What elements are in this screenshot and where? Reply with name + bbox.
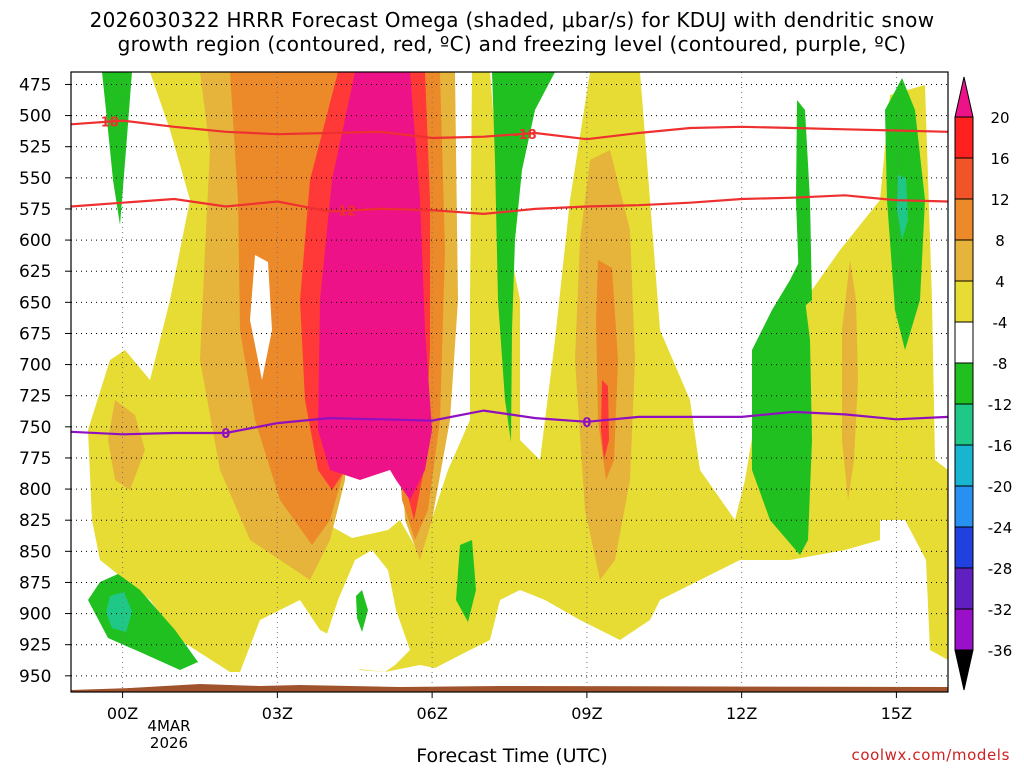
y-tick-label: 650 — [19, 293, 51, 313]
contour-label: -12 — [333, 205, 357, 220]
colorbar-top-arrow — [954, 76, 974, 118]
y-tick-label: 575 — [19, 200, 51, 220]
y-tick-label: 850 — [19, 542, 51, 562]
colorbar-swatch — [954, 403, 974, 446]
y-tick-label: 900 — [19, 605, 51, 625]
colorbar-label: -8 — [993, 355, 1008, 373]
omega-region-neg4 — [492, 72, 555, 442]
colorbar-label: -20 — [988, 478, 1013, 496]
contour-label: 0 — [221, 427, 230, 442]
title-line-1: 2026030322 HRRR Forecast Omega (shaded, … — [89, 8, 935, 32]
pressure-axis: 475 500 525 550 575 600 625 650 675 700 725 750 775 8… — [19, 75, 71, 687]
contour-label: -18 — [95, 116, 119, 131]
x-tick-label: 09Z — [571, 704, 602, 723]
omega-region-20 — [318, 72, 432, 500]
colorbar-label: -16 — [988, 437, 1013, 455]
y-tick-label: 950 — [19, 667, 51, 687]
y-tick-label: 775 — [19, 449, 51, 469]
colorbar-bottom-arrow — [954, 649, 974, 691]
x-tick-label: 06Z — [416, 704, 447, 723]
contour-line — [71, 119, 948, 141]
date-year: 2026 — [149, 734, 189, 752]
colorbar-label: 20 — [990, 109, 1009, 127]
omega-region-neg8 — [897, 175, 908, 240]
colorbar: 20 16 12 8 4 -4 -8 -12 -16 -20 -24 -28 -32 -36 — [954, 76, 1013, 691]
y-tick-label: 925 — [19, 636, 51, 656]
colorbar-label: -4 — [993, 314, 1008, 332]
omega-region-neg4 — [102, 72, 132, 225]
colorbar-label: -28 — [988, 560, 1013, 578]
x-axis-label: Forecast Time (UTC) — [416, 745, 608, 767]
colorbar-swatch — [954, 198, 974, 241]
colorbar-label: 16 — [990, 150, 1009, 168]
omega-shaded-field — [88, 72, 948, 672]
temperature-contours: -18 -18 -12 0 0 — [71, 116, 948, 442]
omega-region-8 — [108, 400, 145, 490]
date-label: 4MAR 2026 — [137, 718, 201, 752]
colorbar-swatch — [954, 280, 974, 323]
date-day: 4MAR — [147, 717, 191, 735]
y-tick-label: 700 — [19, 356, 51, 376]
contour-line — [71, 194, 948, 216]
grid-lines — [71, 72, 948, 692]
colorbar-swatch — [954, 444, 974, 487]
contour-label: -18 — [513, 128, 537, 143]
colorbar-label: -32 — [988, 601, 1013, 619]
omega-region-white — [250, 255, 272, 380]
surface-terrain — [71, 684, 948, 692]
contour-line — [71, 409, 948, 436]
y-tick-label: 825 — [19, 511, 51, 531]
colorbar-swatch — [954, 526, 974, 569]
title-line-2: growth region (contoured, red, ºC) and f… — [117, 32, 907, 56]
y-tick-label: 500 — [19, 107, 51, 127]
x-tick-label: 03Z — [262, 704, 293, 723]
colorbar-label: -36 — [988, 642, 1013, 660]
y-tick-label: 675 — [19, 324, 51, 344]
omega-region-neg4 — [356, 590, 368, 632]
colorbar-swatch — [954, 362, 974, 405]
time-axis: 00Z 03Z 06Z 09Z 12Z 15Z — [107, 692, 912, 723]
colorbar-swatch — [954, 485, 974, 528]
y-tick-label: 725 — [19, 387, 51, 407]
y-tick-label: 525 — [19, 138, 51, 158]
colorbar-label: -12 — [988, 396, 1013, 414]
y-tick-label: 750 — [19, 418, 51, 438]
x-tick-label: 15Z — [881, 704, 912, 723]
y-tick-label: 875 — [19, 573, 51, 593]
colorbar-swatch — [954, 239, 974, 282]
contour-label: 0 — [582, 416, 591, 431]
colorbar-swatch — [954, 321, 974, 364]
colorbar-swatch — [954, 608, 974, 651]
x-tick-label: 12Z — [726, 704, 757, 723]
colorbar-swatch — [954, 116, 974, 159]
colorbar-swatch — [954, 567, 974, 610]
colorbar-label: -24 — [988, 519, 1013, 537]
omega-region-neg4 — [796, 100, 812, 310]
colorbar-label: 4 — [995, 273, 1005, 291]
y-tick-label: 625 — [19, 262, 51, 282]
colorbar-label: 8 — [995, 232, 1005, 250]
credit-text: coolwx.com/models — [851, 746, 1010, 764]
plot-frame — [70, 71, 949, 693]
omega-region-8 — [842, 260, 858, 500]
colorbar-label: 12 — [990, 191, 1009, 209]
colorbar-swatch — [954, 157, 974, 200]
y-tick-label: 475 — [19, 75, 51, 95]
y-tick-label: 600 — [19, 231, 51, 251]
x-tick-label: 00Z — [107, 704, 138, 723]
omega-region-neg8 — [106, 592, 132, 632]
omega-region-neg4 — [456, 540, 476, 622]
y-tick-label: 550 — [19, 169, 51, 189]
y-tick-label: 800 — [19, 480, 51, 500]
